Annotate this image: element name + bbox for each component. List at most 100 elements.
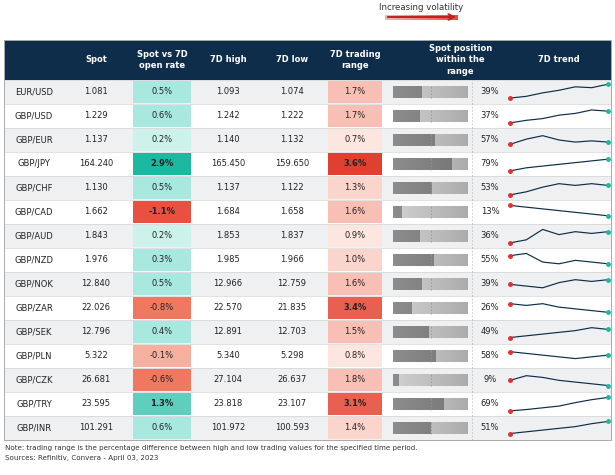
Bar (457, 398, 458, 410)
Bar (408, 110, 409, 122)
Bar (457, 350, 458, 362)
Bar (425, 422, 426, 434)
Bar (456, 254, 457, 266)
Bar (415, 158, 416, 170)
Bar (411, 86, 412, 98)
Text: 1.4%: 1.4% (344, 424, 365, 433)
Bar (4, 104, 611, 128)
Bar (464, 158, 465, 170)
Bar (454, 134, 455, 146)
Text: 9%: 9% (483, 376, 497, 384)
Bar (427, 230, 428, 242)
Bar (428, 182, 429, 194)
Bar (399, 110, 400, 122)
Bar (436, 278, 437, 290)
Bar (458, 206, 459, 218)
Bar (409, 278, 410, 290)
Bar (449, 254, 450, 266)
Bar (401, 182, 402, 194)
Bar (401, 302, 402, 314)
Bar (414, 350, 415, 362)
Bar (411, 350, 412, 362)
Bar (403, 278, 404, 290)
Bar (397, 110, 398, 122)
Bar (411, 422, 412, 434)
Bar (394, 254, 395, 266)
Bar (401, 278, 402, 290)
Bar (417, 398, 418, 410)
Bar (453, 86, 454, 98)
Bar (393, 254, 394, 266)
Bar (456, 326, 457, 338)
Text: 26.637: 26.637 (277, 376, 307, 384)
Text: 1.081: 1.081 (84, 87, 108, 96)
Bar (399, 422, 400, 434)
Bar (449, 326, 450, 338)
Bar (449, 15, 450, 19)
Bar (422, 182, 423, 194)
Bar (413, 254, 414, 266)
Bar (453, 398, 454, 410)
Bar (415, 398, 416, 410)
Bar (408, 86, 409, 98)
Bar (424, 398, 425, 410)
Bar (439, 230, 440, 242)
Bar (328, 393, 382, 415)
Bar (417, 110, 418, 122)
Bar (390, 15, 391, 19)
Bar (418, 230, 419, 242)
Bar (399, 398, 400, 410)
Bar (465, 326, 466, 338)
Bar (445, 278, 446, 290)
Bar (399, 278, 400, 290)
Bar (402, 182, 403, 194)
Bar (408, 350, 409, 362)
Bar (408, 110, 409, 122)
Bar (454, 374, 455, 386)
Bar (441, 374, 442, 386)
Bar (403, 422, 404, 434)
Bar (399, 15, 400, 19)
Bar (442, 350, 443, 362)
Bar (395, 158, 396, 170)
Bar (438, 230, 439, 242)
Bar (403, 158, 404, 170)
Bar (416, 206, 417, 218)
Bar (417, 230, 418, 242)
Text: 1.0%: 1.0% (344, 256, 365, 265)
Bar (458, 134, 459, 146)
Bar (440, 230, 441, 242)
Text: 26.681: 26.681 (81, 376, 111, 384)
Bar (467, 134, 468, 146)
Bar (408, 422, 409, 434)
Bar (399, 206, 400, 218)
Bar (401, 254, 402, 266)
Text: 3.1%: 3.1% (343, 399, 367, 408)
Bar (464, 230, 465, 242)
Bar (456, 230, 457, 242)
Bar (417, 158, 418, 170)
Bar (461, 86, 462, 98)
Bar (419, 230, 420, 242)
Bar (430, 110, 431, 122)
Bar (452, 110, 453, 122)
Bar (423, 326, 424, 338)
Bar (396, 134, 397, 146)
Bar (401, 86, 402, 98)
Bar (437, 206, 438, 218)
Bar (420, 302, 421, 314)
Bar (417, 206, 418, 218)
Bar (432, 134, 433, 146)
Bar (460, 206, 461, 218)
Bar (456, 398, 457, 410)
Bar (398, 254, 399, 266)
Bar (415, 86, 416, 98)
Bar (393, 206, 394, 218)
Bar (465, 374, 466, 386)
Bar (4, 296, 611, 320)
Bar (399, 326, 400, 338)
Bar (414, 158, 415, 170)
Bar (393, 230, 394, 242)
Bar (397, 326, 398, 338)
Bar (464, 422, 465, 434)
